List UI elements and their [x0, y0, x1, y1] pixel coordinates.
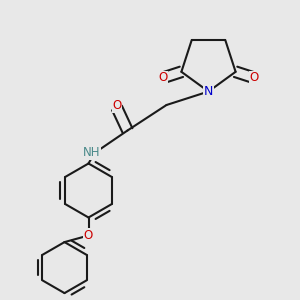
Text: O: O: [112, 99, 122, 112]
Text: O: O: [84, 229, 93, 242]
Text: O: O: [250, 71, 259, 84]
Text: NH: NH: [83, 146, 100, 160]
Text: N: N: [204, 85, 213, 98]
Text: O: O: [158, 71, 167, 84]
